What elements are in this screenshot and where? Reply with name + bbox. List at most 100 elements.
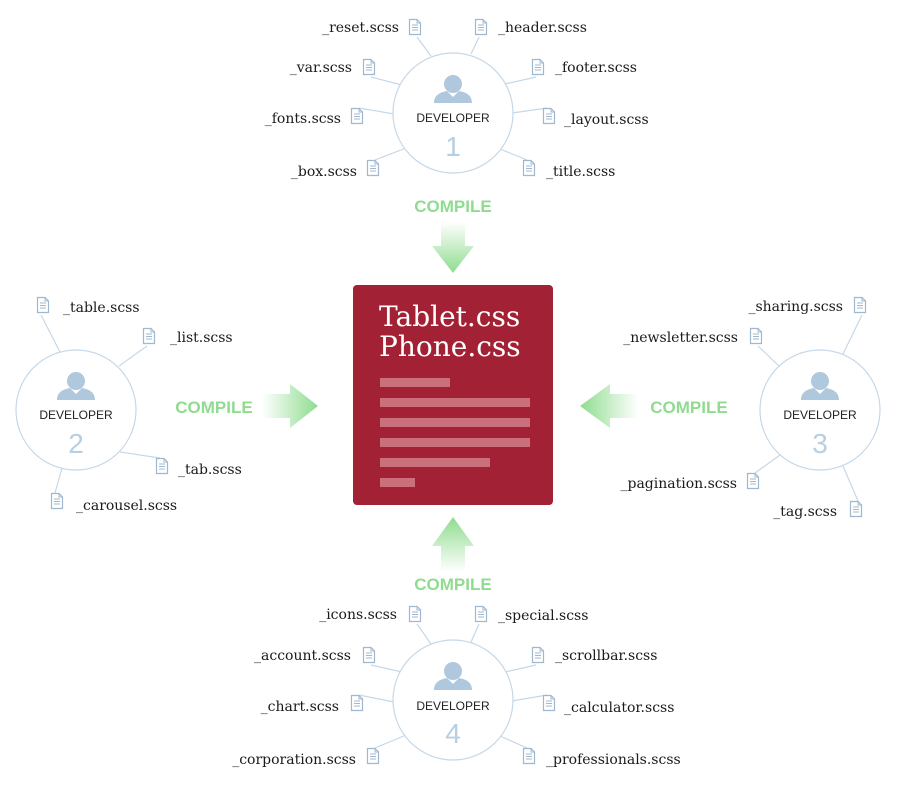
output-file-tablet: Tablet.css <box>379 300 520 333</box>
scss-file-label: _professionals.scss <box>546 752 681 768</box>
connector-line <box>374 147 407 161</box>
output-box <box>353 285 553 505</box>
file-icon <box>36 296 50 314</box>
developer-circle <box>759 349 881 471</box>
compile-label-left: COMPILE <box>175 398 252 417</box>
scss-file-label: _reset.scss <box>322 20 399 36</box>
connector-line <box>358 107 395 115</box>
connector-line <box>499 148 528 161</box>
person-icon <box>434 75 472 103</box>
file-icon <box>849 500 863 518</box>
connector-line <box>504 664 537 673</box>
code-lines <box>380 378 530 487</box>
scss-file-label: _fonts.scss <box>265 111 341 127</box>
file-icon <box>350 694 364 712</box>
scss-file-label: _header.scss <box>498 20 587 36</box>
connector-line <box>511 107 548 114</box>
developer-number: 3 <box>812 428 828 459</box>
file-icon <box>142 327 156 345</box>
scss-file-label: _tab.scss <box>178 462 242 478</box>
scss-file-label: _footer.scss <box>555 60 637 76</box>
file-icon <box>853 296 867 314</box>
connector-line <box>757 345 780 367</box>
connector-line <box>470 36 480 55</box>
scss-file-label: _icons.scss <box>319 607 397 623</box>
developer-number: 4 <box>445 718 461 749</box>
connector-line <box>54 467 63 494</box>
connector-line <box>754 454 781 474</box>
connector-line <box>511 694 548 702</box>
connector-line <box>499 735 528 749</box>
scss-file-label: _var.scss <box>290 60 352 76</box>
scss-file-label: _special.scss <box>498 608 588 624</box>
file-icon <box>522 747 536 765</box>
developer-circle <box>392 639 514 761</box>
connector-line <box>374 734 407 749</box>
file-icon <box>350 107 364 125</box>
scss-file-label: _box.scss <box>291 164 357 180</box>
compile-label-right: COMPILE <box>650 398 727 417</box>
connector-line <box>119 451 161 459</box>
connector-line <box>118 345 148 367</box>
file-icon <box>50 492 64 510</box>
output-file-phone: Phone.css <box>379 330 521 363</box>
scss-file-label: _scrollbar.scss <box>555 648 657 664</box>
connector-line <box>470 623 480 643</box>
connector-line <box>358 694 395 703</box>
file-icon <box>408 605 422 623</box>
file-icon <box>474 18 488 36</box>
developer-label: DEVELOPER <box>416 111 490 125</box>
output-stylesheet: Tablet.css Phone.css <box>353 285 553 505</box>
connector-line <box>370 76 403 86</box>
scss-file-label: _sharing.scss <box>748 299 843 315</box>
scss-file-label: _account.scss <box>254 648 351 664</box>
file-icon <box>366 747 380 765</box>
developer-number: 2 <box>68 428 84 459</box>
compile-arrow-top <box>432 222 474 273</box>
file-icon <box>362 646 376 664</box>
scss-file-label: _carousel.scss <box>76 498 177 514</box>
compile-label-top: COMPILE <box>414 197 491 216</box>
file-icon <box>531 646 545 664</box>
compile-arrow-left <box>262 384 318 428</box>
file-icon <box>408 18 422 36</box>
connector-line <box>416 36 432 57</box>
developer-circle <box>15 349 137 471</box>
person-icon <box>57 372 95 400</box>
developer-circle <box>392 52 514 174</box>
scss-file-label: _layout.scss <box>564 112 649 128</box>
developer-number: 1 <box>445 131 461 162</box>
scss-files: _reset.scss _header.scss _var.scss _footer.… <box>36 18 867 768</box>
scss-file-label: _tag.scss <box>773 504 837 520</box>
scss-file-label: _table.scss <box>63 300 140 316</box>
developer-node-4: DEVELOPER 4 <box>392 639 514 761</box>
connector-line <box>416 623 432 645</box>
connector-lines <box>40 36 863 749</box>
scss-file-label: _calculator.scss <box>564 700 674 716</box>
compile-arrow-bottom <box>432 517 474 572</box>
connector-line <box>370 664 403 673</box>
connector-line <box>842 465 859 502</box>
compile-arrow-right <box>580 384 638 428</box>
file-icon <box>749 327 763 345</box>
connector-line <box>842 314 863 355</box>
scss-file-label: _pagination.scss <box>620 476 737 492</box>
developer-label: DEVELOPER <box>416 699 490 713</box>
developer-node-3: DEVELOPER 3 <box>759 349 881 471</box>
compile-label-bottom: COMPILE <box>414 575 491 594</box>
person-icon <box>801 372 839 400</box>
file-icon <box>362 58 376 76</box>
file-icon <box>474 605 488 623</box>
file-icon <box>531 58 545 76</box>
person-icon <box>434 662 472 690</box>
developer-label: DEVELOPER <box>39 408 113 422</box>
connector-line <box>504 76 537 85</box>
file-icon <box>522 159 536 177</box>
scss-file-label: _corporation.scss <box>232 752 356 768</box>
developer-node-1: DEVELOPER 1 <box>392 52 514 174</box>
file-icon <box>746 472 760 490</box>
scss-file-label: _chart.scss <box>261 699 339 715</box>
file-icon <box>542 694 556 712</box>
